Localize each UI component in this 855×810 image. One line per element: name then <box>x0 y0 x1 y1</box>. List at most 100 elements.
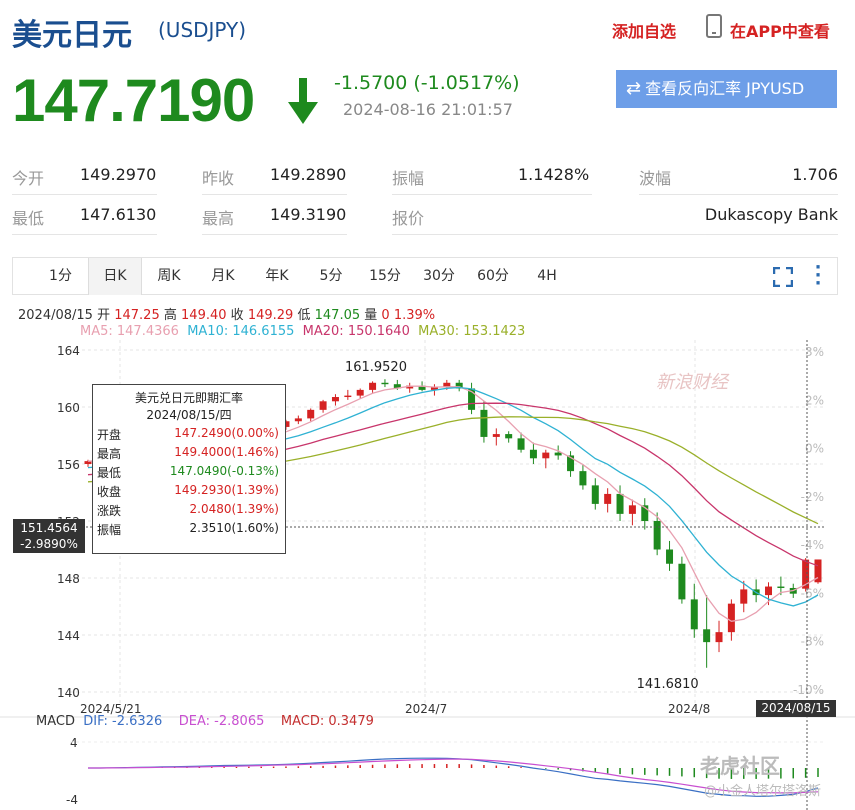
candle <box>591 485 599 504</box>
low-value: 147.6130 <box>80 205 157 224</box>
bar-close: 149.29 <box>247 308 294 323</box>
add-watchlist-link[interactable]: 添加自选 <box>612 22 677 41</box>
tooltip-key: 最高 <box>97 447 122 461</box>
tab-5min[interactable]: 5分 <box>319 268 343 284</box>
header: 美元日元 (USDJPY) 添加自选 在APP中查看 <box>0 0 855 60</box>
ma5-label: MA5: 147.4366 <box>80 324 179 339</box>
crosshair-price: 151.4564 <box>20 521 78 535</box>
current-price: 147.7190 <box>12 67 255 134</box>
tooltip-key: 最低 <box>97 466 122 480</box>
crosshair-pct: -2.9890% <box>20 537 78 551</box>
bar-vol-label: 量 <box>364 308 378 323</box>
tooltip-row: 涨跌 2.0480(1.39%) <box>97 501 281 520</box>
user-watermark: @小金人塔尔塔洛斯 <box>704 784 822 799</box>
prev-close-value: 149.2890 <box>270 165 347 184</box>
candle <box>604 493 612 504</box>
pct-tick-label: 3% <box>805 345 824 359</box>
macd-tick-label: -4 <box>66 793 78 807</box>
tooltip-value: 147.0490(-0.13%) <box>169 464 279 478</box>
wave-label: 波幅 <box>639 169 672 188</box>
tooltip-key: 收盘 <box>97 485 122 499</box>
candle <box>381 382 389 385</box>
tab-daily[interactable]: 日K <box>88 258 142 295</box>
tooltip-key: 振幅 <box>97 523 122 537</box>
min-annotation: 141.6810 <box>637 677 699 692</box>
candle <box>455 382 463 389</box>
pct-tick-label: 2% <box>805 393 824 407</box>
y-tick-label: 156 <box>57 458 80 472</box>
candle <box>369 382 377 390</box>
bar-vol: 0 <box>381 308 390 323</box>
prev-close-label: 昨收 <box>202 169 235 188</box>
tab-yearly[interactable]: 年K <box>265 268 289 284</box>
candle <box>789 587 797 594</box>
candle <box>542 452 550 459</box>
candle <box>505 434 513 439</box>
pct-tick-label: 0% <box>805 442 824 456</box>
reverse-rate-button[interactable]: ⇄ 查看反向汇率 JPYUSD <box>616 70 837 108</box>
candle <box>356 389 364 396</box>
tab-60min[interactable]: 60分 <box>477 268 509 284</box>
more-menu-icon[interactable]: · · · <box>814 257 822 294</box>
candle <box>765 586 773 596</box>
macd-value: MACD: 0.3479 <box>280 714 374 729</box>
tooltip-date: 2024/08/15/四 <box>146 408 232 422</box>
stats-row: 今开 149.2970 昨收 149.2890 振幅 1.1428% 波幅 1.… <box>12 155 838 195</box>
pct-tick-label: -8% <box>801 635 824 649</box>
tooltip-value: 147.2490(0.00%) <box>174 426 279 440</box>
stats-panel: 今开 149.2970 昨收 149.2890 振幅 1.1428% 波幅 1.… <box>12 155 838 235</box>
candle <box>641 505 649 521</box>
candle <box>567 455 575 472</box>
instrument-code: (USDJPY) <box>158 18 247 42</box>
candle <box>84 461 92 464</box>
ma20-label: MA20: 150.1640 <box>302 324 410 339</box>
reverse-rate-label: 查看反向汇率 JPYUSD <box>645 79 805 98</box>
tab-4h[interactable]: 4H <box>537 268 557 284</box>
ma-legend: MA5: 147.4366 MA10: 146.6155 MA20: 150.1… <box>80 324 525 339</box>
bar-high-label: 高 <box>163 308 177 323</box>
bar-high: 149.40 <box>181 308 227 323</box>
macd-dif: DIF: -2.6326 <box>83 714 163 729</box>
candle <box>517 438 525 450</box>
tooltip-value: 149.2930(1.39%) <box>174 483 279 497</box>
wave-value: 1.706 <box>792 165 838 184</box>
tooltip-key: 涨跌 <box>97 504 122 518</box>
candle <box>294 418 302 422</box>
candle <box>666 549 674 564</box>
x-tick-label: 2024/7 <box>405 702 447 716</box>
candle <box>752 589 760 596</box>
candle <box>802 559 810 589</box>
view-in-app-link[interactable]: 在APP中查看 <box>730 22 830 41</box>
tooltip-value: 2.3510(1.60%) <box>189 521 279 535</box>
amplitude-label: 振幅 <box>392 169 425 188</box>
y-tick-label: 160 <box>57 401 80 415</box>
tab-15min[interactable]: 15分 <box>369 268 401 284</box>
macd-legend: MACD DIF: -2.6326 DEA: -2.8065 MACD: 0.3… <box>36 714 374 729</box>
tooltip-value: 149.4000(1.46%) <box>174 445 279 459</box>
bar-open: 147.25 <box>114 308 160 323</box>
tab-monthly[interactable]: 月K <box>211 268 235 284</box>
quote-source-label: 报价 <box>392 209 425 228</box>
macd-title: MACD <box>36 714 75 729</box>
macd-tick-label: 4 <box>70 736 78 750</box>
pct-tick-label: -2% <box>801 490 824 504</box>
tab-weekly[interactable]: 周K <box>157 268 181 284</box>
candle <box>480 409 488 437</box>
candle <box>443 382 451 388</box>
ma10-label: MA10: 146.6155 <box>187 324 295 339</box>
tab-1min[interactable]: 1分 <box>49 268 72 284</box>
low-label: 最低 <box>12 209 45 228</box>
candle <box>393 384 401 389</box>
candle <box>430 387 438 390</box>
tooltip-row: 最低 147.0490(-0.13%) <box>97 463 281 482</box>
candle <box>406 385 414 389</box>
bar-open-label: 开 <box>97 308 111 323</box>
candle <box>319 401 327 410</box>
macd-dea: DEA: -2.8065 <box>178 714 265 729</box>
bar-low: 147.05 <box>314 308 361 323</box>
fullscreen-icon[interactable] <box>773 267 793 287</box>
candle <box>740 589 748 604</box>
candle <box>579 471 587 486</box>
sina-watermark: 新浪财经 <box>656 372 728 393</box>
tab-30min[interactable]: 30分 <box>423 268 455 284</box>
